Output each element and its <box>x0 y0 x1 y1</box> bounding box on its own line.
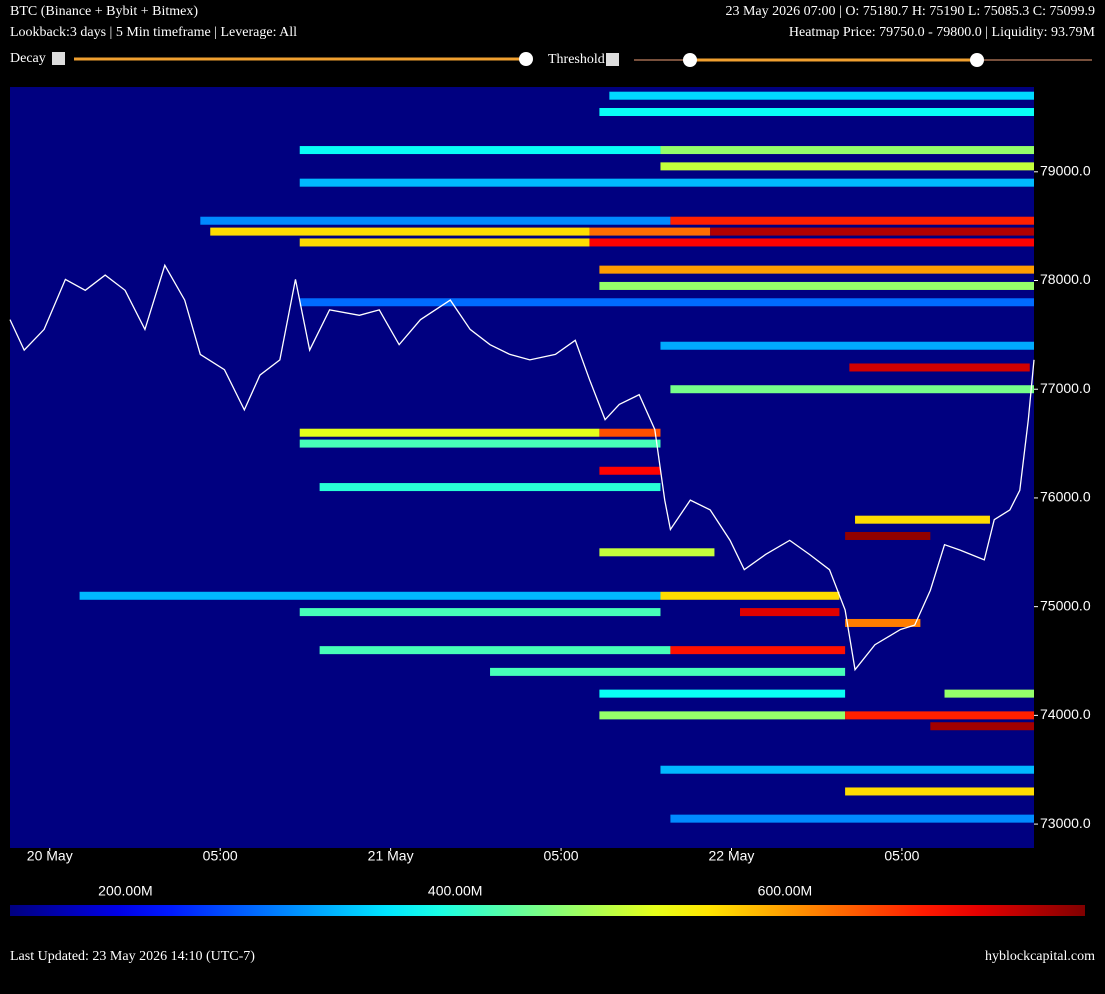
y-tick-label: 78000.0 <box>1040 271 1091 287</box>
heat-band <box>849 363 1030 372</box>
heat-band <box>319 483 661 492</box>
icon <box>606 53 619 66</box>
threshold-label: Threshold <box>548 52 605 67</box>
heat-band <box>319 646 671 655</box>
heat-band <box>670 646 846 655</box>
heat-band <box>599 548 715 557</box>
heat-band <box>670 814 1034 823</box>
heat-band <box>670 216 1034 225</box>
heat-band <box>299 298 1034 307</box>
colorbar-tick-label: 400.00M <box>428 883 482 899</box>
heat-band <box>660 162 1034 171</box>
heat-band <box>79 591 661 600</box>
heat-band <box>299 146 661 155</box>
heat-band <box>660 146 1034 155</box>
y-tick-label: 75000.0 <box>1040 597 1091 613</box>
threshold-slider[interactable] <box>634 53 1092 67</box>
x-tick-label: 05:00 <box>203 848 238 864</box>
y-tick-label: 77000.0 <box>1040 380 1091 396</box>
heat-band <box>599 108 1034 117</box>
x-tick-label: 05:00 <box>544 848 579 864</box>
heat-band <box>599 428 661 437</box>
title: BTC (Binance + Bybit + Bitmex) <box>10 4 198 19</box>
heat-band <box>845 531 931 540</box>
heat-band <box>660 765 1034 774</box>
heat-band <box>944 689 1034 698</box>
price-line <box>9 263 1035 672</box>
heat-band <box>299 608 661 617</box>
heat-band <box>845 711 1034 720</box>
heat-band <box>599 281 1034 290</box>
heat-band <box>740 608 840 617</box>
heat-band <box>299 439 661 448</box>
y-tick-label: 74000.0 <box>1040 706 1091 722</box>
heat-band <box>845 618 921 627</box>
y-tick-label: 79000.0 <box>1040 163 1091 179</box>
heat-band <box>299 428 600 437</box>
heat-band <box>855 515 990 524</box>
heat-band <box>930 722 1034 731</box>
colorbar-tick-label: 600.00M <box>758 883 812 899</box>
site: hyblockcapital.com <box>985 949 1095 964</box>
heat-band <box>845 787 1034 796</box>
last-updated: Last Updated: 23 May 2026 14:10 (UTC-7) <box>10 949 255 964</box>
x-tick-label: 22 May <box>709 848 755 864</box>
y-tick-label: 76000.0 <box>1040 489 1091 505</box>
heatmap-info: Heatmap Price: 79750.0 - 79800.0 | Liqui… <box>789 25 1096 40</box>
heat-band <box>210 227 590 236</box>
heat-band <box>589 238 1034 247</box>
heat-band <box>599 689 846 698</box>
ohlc: 23 May 2026 07:00 | O: 75180.7 H: 75190 … <box>725 4 1095 19</box>
colorbar-tick-label: 200.00M <box>98 883 152 899</box>
heat-band <box>660 591 840 600</box>
heat-band <box>589 227 711 236</box>
y-tick-label: 73000.0 <box>1040 815 1091 831</box>
heat-band <box>609 91 1034 100</box>
heat-band <box>670 385 1034 394</box>
heat-band <box>599 711 846 720</box>
heat-band <box>200 216 671 225</box>
plot-background <box>10 87 1034 848</box>
colorbar <box>10 905 1085 916</box>
x-tick-label: 05:00 <box>884 848 919 864</box>
heat-band <box>490 667 846 676</box>
heat-band <box>599 265 1034 274</box>
heat-band <box>599 466 661 475</box>
x-tick-label: 20 May <box>27 848 73 864</box>
heat-band <box>299 178 1034 187</box>
decay-label: Decay <box>10 51 46 66</box>
heat-band <box>299 238 590 247</box>
decay-slider[interactable] <box>74 52 533 66</box>
heat-band <box>660 341 1034 350</box>
x-tick-label: 21 May <box>368 848 414 864</box>
icon <box>52 52 65 65</box>
subtitle: Lookback:3 days | 5 Min timeframe | Leve… <box>10 25 297 40</box>
heat-band <box>710 227 1034 236</box>
